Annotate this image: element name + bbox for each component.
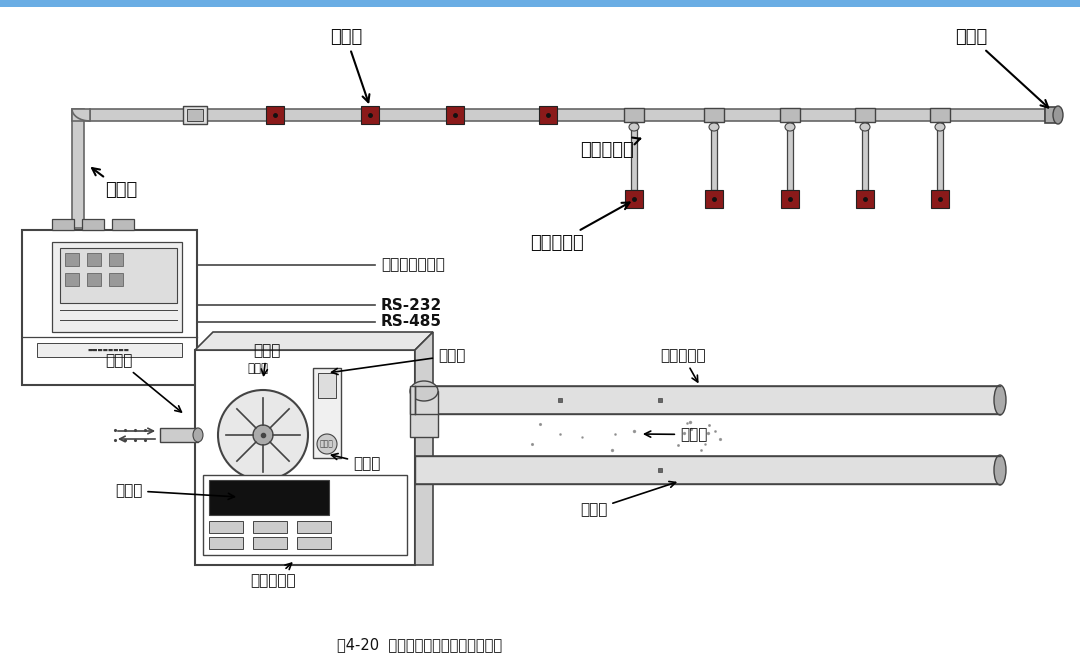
Bar — [195, 350, 415, 565]
Bar — [705, 190, 723, 208]
Bar — [112, 219, 134, 230]
Bar — [65, 273, 79, 286]
Text: 激光室: 激光室 — [332, 348, 465, 374]
Ellipse shape — [860, 123, 870, 131]
Bar — [313, 368, 341, 458]
Bar — [415, 456, 1000, 484]
Ellipse shape — [994, 455, 1005, 485]
Bar — [297, 537, 330, 549]
Bar — [862, 122, 868, 190]
Bar — [266, 106, 284, 124]
Bar — [60, 248, 177, 303]
Bar — [930, 108, 950, 122]
Bar — [624, 108, 644, 122]
Bar — [625, 190, 643, 208]
Ellipse shape — [1053, 106, 1063, 124]
Bar — [415, 386, 1000, 391]
Bar — [410, 391, 438, 437]
Text: 发射器: 发射器 — [253, 343, 281, 376]
Text: 空气采样管: 空气采样管 — [660, 348, 705, 382]
Bar — [82, 219, 104, 230]
Bar — [187, 109, 203, 121]
Text: 发射器: 发射器 — [247, 362, 269, 375]
Bar — [856, 190, 874, 208]
Bar — [52, 219, 75, 230]
Bar — [0, 0, 1080, 7]
Bar — [72, 109, 90, 121]
Text: 采样管: 采样管 — [92, 168, 137, 199]
Bar — [704, 108, 724, 122]
Bar — [539, 106, 557, 124]
Circle shape — [218, 390, 308, 480]
Circle shape — [253, 425, 273, 445]
Bar — [109, 273, 123, 286]
Polygon shape — [195, 332, 433, 350]
Bar — [22, 230, 197, 385]
Text: 末端帽: 末端帽 — [955, 28, 1049, 108]
Bar — [415, 456, 1000, 461]
Text: ▬▬▬▬▬▬▬▬: ▬▬▬▬▬▬▬▬ — [87, 348, 130, 352]
Text: 接收器: 接收器 — [332, 453, 380, 471]
Bar — [361, 106, 379, 124]
Text: 采样点: 采样点 — [330, 28, 369, 102]
Bar — [931, 190, 949, 208]
Text: 毛细采样点: 毛细采样点 — [530, 203, 630, 252]
Bar — [65, 253, 79, 266]
Text: RS-485: RS-485 — [381, 315, 442, 329]
Bar — [787, 122, 793, 190]
Ellipse shape — [935, 123, 945, 131]
Text: 五组断电器输出: 五组断电器输出 — [381, 257, 445, 273]
Ellipse shape — [629, 123, 639, 131]
Bar — [87, 273, 102, 286]
Text: 烟粒子: 烟粒子 — [645, 427, 707, 442]
Bar — [410, 386, 415, 414]
Bar — [52, 242, 183, 332]
Bar — [446, 106, 464, 124]
Text: 信号处理器: 信号处理器 — [249, 563, 296, 588]
Bar — [37, 343, 183, 357]
Bar — [183, 106, 207, 124]
Ellipse shape — [410, 381, 438, 401]
Text: 抽样孔: 抽样孔 — [580, 481, 676, 517]
Bar — [72, 109, 84, 228]
Bar — [297, 521, 330, 533]
Ellipse shape — [785, 123, 795, 131]
Polygon shape — [415, 332, 433, 565]
Bar — [210, 521, 243, 533]
Bar — [711, 122, 717, 190]
Bar — [1045, 107, 1058, 123]
Bar — [203, 475, 407, 555]
Circle shape — [318, 434, 337, 454]
Bar — [415, 386, 1000, 414]
Ellipse shape — [994, 385, 1005, 415]
Bar — [318, 373, 336, 398]
Bar — [210, 537, 243, 549]
Bar — [87, 253, 102, 266]
Bar — [781, 190, 799, 208]
Bar — [160, 428, 198, 442]
Text: RS-232: RS-232 — [381, 298, 442, 312]
Ellipse shape — [708, 123, 719, 131]
Text: 图4-20  主动吸气型火灾探测器原理图: 图4-20 主动吸气型火灾探测器原理图 — [337, 638, 502, 653]
Bar — [210, 480, 329, 515]
Text: 毛细采样管: 毛细采样管 — [580, 137, 640, 159]
Bar — [90, 109, 1045, 121]
Bar — [855, 108, 875, 122]
Text: 显示屏: 显示屏 — [114, 483, 234, 500]
Bar — [631, 122, 637, 190]
Bar — [253, 521, 287, 533]
Bar — [780, 108, 800, 122]
Bar — [937, 122, 943, 190]
Text: 接收器: 接收器 — [320, 440, 334, 449]
Ellipse shape — [193, 428, 203, 442]
Text: 抽气泵: 抽气泵 — [105, 353, 181, 412]
Bar — [253, 537, 287, 549]
Bar — [109, 253, 123, 266]
